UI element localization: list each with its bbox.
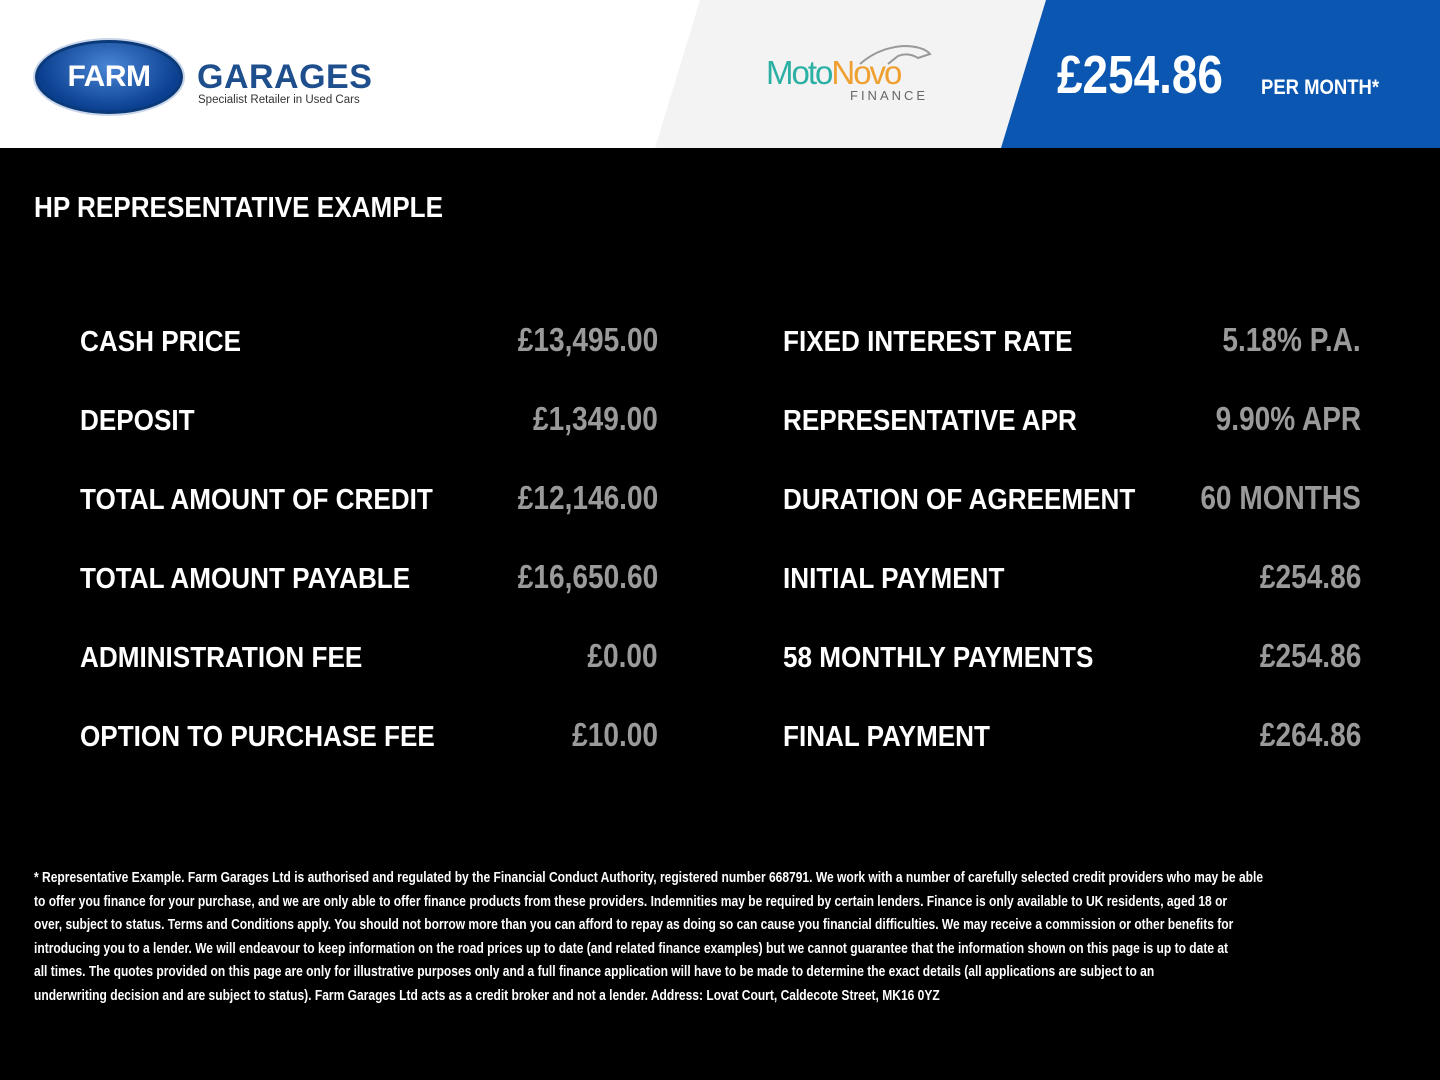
disclaimer-line: introducing you to a lender. We will end… bbox=[34, 940, 1229, 957]
row-label: TOTAL AMOUNT OF CREDIT bbox=[80, 484, 433, 516]
header-banner: FARM GARAGES Specialist Retailer in Used… bbox=[0, 0, 1440, 148]
row-label: INITIAL PAYMENT bbox=[783, 563, 1005, 595]
disclaimer-line: underwriting decision and are subject to… bbox=[34, 987, 940, 1004]
row-value: 5.18% P.A. bbox=[1222, 321, 1361, 358]
row-value: £12,146.00 bbox=[517, 479, 658, 516]
row-label: FINAL PAYMENT bbox=[783, 721, 990, 753]
car-icon bbox=[859, 44, 932, 65]
row-label: ADMINISTRATION FEE bbox=[80, 642, 363, 674]
row-label: DURATION OF AGREEMENT bbox=[783, 484, 1136, 516]
disclaimer-line: all times. The quotes provided on this p… bbox=[34, 964, 1155, 981]
row-label: REPRESENTATIVE APR bbox=[783, 405, 1077, 437]
logo-text-farm: FARM bbox=[67, 60, 152, 93]
row-value: £1,349.00 bbox=[533, 400, 658, 437]
disclaimer-line: to offer you finance for your purchase, … bbox=[34, 893, 1228, 910]
logo-text-garages: GARAGES bbox=[197, 58, 373, 96]
logo-text-novo: Novo bbox=[831, 54, 902, 91]
row-label: TOTAL AMOUNT PAYABLE bbox=[80, 563, 411, 595]
row-label: 58 MONTHLY PAYMENTS bbox=[783, 642, 1094, 674]
monthly-price: £254.86 bbox=[1057, 45, 1223, 105]
row-value: £0.00 bbox=[587, 637, 658, 674]
row-value: £13,495.00 bbox=[517, 321, 658, 358]
section-title: HP REPRESENTATIVE EXAMPLE bbox=[34, 192, 443, 224]
row-value: £16,650.60 bbox=[517, 558, 658, 595]
farm-garages-logo-oval: FARM bbox=[35, 40, 183, 114]
row-value: 60 MONTHS bbox=[1200, 479, 1361, 516]
row-value: 9.90% APR bbox=[1215, 400, 1361, 437]
motonovo-logo: MotoNovo bbox=[766, 54, 902, 92]
row-label: DEPOSIT bbox=[80, 405, 195, 437]
row-value: £10.00 bbox=[572, 716, 658, 753]
row-value: £254.86 bbox=[1259, 558, 1361, 595]
disclaimer-line: over, subject to status. Terms and Condi… bbox=[34, 917, 1234, 934]
row-value: £264.86 bbox=[1259, 716, 1361, 753]
price-panel bbox=[1001, 0, 1440, 148]
row-label: OPTION TO PURCHASE FEE bbox=[80, 721, 435, 753]
logo-text-moto: Moto bbox=[766, 54, 833, 91]
disclaimer: * Representative Example. Farm Garages L… bbox=[34, 867, 1440, 1009]
row-label: CASH PRICE bbox=[80, 326, 241, 358]
logo-tagline: Specialist Retailer in Used Cars bbox=[198, 94, 360, 106]
row-value: £254.86 bbox=[1259, 637, 1361, 674]
row-label: FIXED INTEREST RATE bbox=[783, 326, 1073, 358]
disclaimer-line: * Representative Example. Farm Garages L… bbox=[34, 870, 1264, 886]
per-month-label: PER MONTH* bbox=[1261, 76, 1380, 99]
logo-text-finance: FINANCE bbox=[850, 88, 929, 103]
